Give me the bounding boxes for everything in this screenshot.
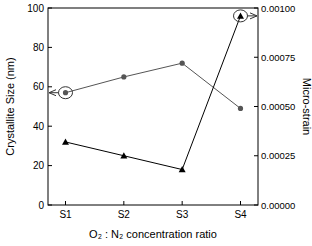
y-axis-title: Crystallite Size (nm) — [4, 57, 16, 155]
point — [179, 166, 186, 172]
x-tick-label: S4 — [234, 209, 247, 220]
y-tick-label: 80 — [33, 42, 45, 53]
y2-tick-label: 0.00100 — [261, 3, 295, 14]
y2-tick-label: 0.00025 — [261, 150, 295, 161]
y-tick-label: 60 — [33, 81, 45, 92]
y-tick-label: 0 — [38, 200, 44, 211]
annotation-arrow — [49, 92, 59, 93]
marks — [62, 12, 244, 172]
annotation-arrow — [248, 15, 258, 16]
y2-tick — [254, 57, 258, 58]
y2-axis-title: Micro-strain — [301, 78, 312, 135]
x-tick-label: S1 — [59, 209, 72, 220]
x-tick — [123, 201, 124, 205]
y2-tick-label: 0.00075 — [261, 52, 295, 63]
y-tick — [48, 8, 52, 9]
x-axis-title: O₂ : N₂ concentration ratio — [89, 228, 217, 240]
plot-frame — [48, 8, 258, 205]
annotation-circle — [234, 10, 248, 22]
x-tick-label: S2 — [118, 209, 131, 220]
y2-tick — [254, 205, 258, 206]
y-tick-label: 100 — [27, 3, 44, 14]
point — [180, 61, 185, 66]
x-tick-label: S3 — [176, 209, 189, 220]
y2-tick — [254, 106, 258, 107]
series-line — [66, 16, 241, 170]
y2-tick — [254, 8, 258, 9]
x-tick — [65, 201, 66, 205]
y-tick-label: 40 — [33, 121, 45, 132]
y-tick — [48, 205, 52, 206]
point — [62, 138, 69, 144]
point — [63, 90, 68, 95]
annotation-circle — [59, 87, 73, 99]
chart: 0 20 40 60 80 100 0.00000 0.00025 0.00050 0.00075… — [0, 0, 312, 246]
point — [121, 74, 126, 79]
x-tick — [240, 201, 241, 205]
y2-tick-label: 0.00000 — [261, 200, 295, 211]
y-tick — [48, 47, 52, 48]
y2-tick-label: 0.00050 — [261, 101, 295, 112]
y2-tick — [254, 155, 258, 156]
point — [238, 106, 243, 111]
point — [120, 152, 127, 158]
y-tick-label: 20 — [33, 160, 45, 171]
y-tick — [48, 126, 52, 127]
x-tick — [182, 201, 183, 205]
point — [237, 12, 244, 18]
y-tick — [48, 86, 52, 87]
y-tick — [48, 165, 52, 166]
